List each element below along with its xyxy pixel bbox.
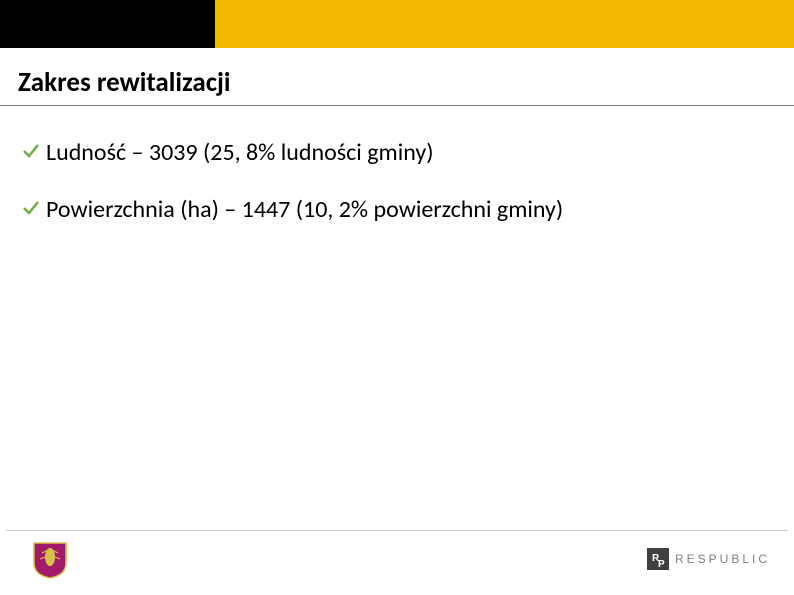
brand-text: RESPUBLIC: [675, 552, 770, 566]
title-underline: [0, 105, 794, 106]
bullet-text: Powierzchnia (ha) – 1447 (10, 2% powierz…: [46, 193, 772, 228]
brand-logo-icon: R P: [647, 548, 669, 570]
page-title: Zakres rewitalizacji: [18, 66, 794, 99]
content-area: Ludność – 3039 (25, 8% ludności gminy) P…: [22, 136, 772, 228]
footer-row: R P RESPUBLIC: [0, 539, 794, 579]
check-icon: [22, 142, 40, 160]
check-icon: [22, 199, 40, 217]
header-black-block: [0, 0, 215, 48]
footer: R P RESPUBLIC: [0, 530, 794, 579]
svg-text:P: P: [658, 559, 665, 570]
crest-logo: [28, 539, 72, 579]
bullet-text: Ludność – 3039 (25, 8% ludności gminy): [46, 136, 772, 171]
header-bar: [0, 0, 794, 48]
header-yellow-block: [215, 0, 794, 48]
footer-divider: [6, 530, 788, 531]
list-item: Ludność – 3039 (25, 8% ludności gminy): [22, 136, 772, 171]
list-item: Powierzchnia (ha) – 1447 (10, 2% powierz…: [22, 193, 772, 228]
brand: R P RESPUBLIC: [647, 548, 770, 570]
